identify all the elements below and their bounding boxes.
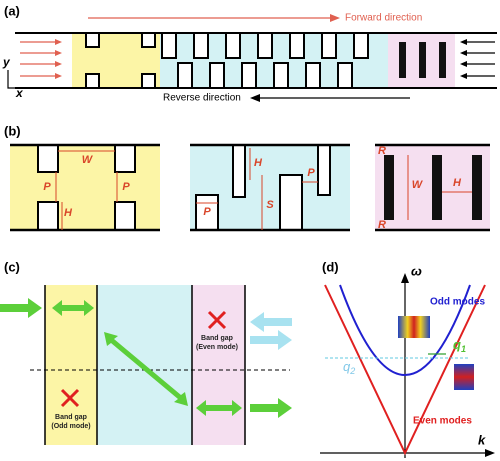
reverse-label: Reverse direction [163,93,241,104]
gap-label: Band gap [55,414,87,421]
green-arrows [0,298,292,418]
wall [177,62,193,89]
notch [114,201,136,231]
dim-label: R [378,145,386,157]
dim-label: H [254,157,263,169]
slot [279,174,303,231]
arrow-head [401,273,409,283]
wall [337,62,353,89]
wall [241,62,257,89]
slot [317,144,331,196]
input-arrows [20,39,495,79]
mode-field [398,316,430,338]
q-label: q1 [453,337,466,354]
dim-label: P [203,206,211,218]
panel-a: (a) Forward direction y x Reverse direct… [2,3,497,104]
notch [37,201,59,231]
wall [85,73,100,89]
panel-label: (c) [4,259,20,274]
bar [472,155,482,220]
dim-label: H [453,177,462,189]
axes-icon [7,70,20,89]
boundaries [44,285,246,445]
wall [273,62,289,89]
q-label: q2 [343,359,355,376]
dim-label: R [378,219,386,231]
dim-label: S [266,199,274,211]
q-symbol: q [453,337,461,352]
panel-label: (b) [4,123,21,138]
notch [114,144,136,173]
dim-label: H [64,207,73,219]
arrow-head [485,449,495,457]
arrow-head [55,73,62,79]
wall [225,32,241,59]
mode-field [454,364,474,390]
wall [193,32,209,59]
arrow-head [55,39,62,45]
wall [289,32,305,59]
slot [232,144,246,198]
bar [439,42,446,78]
curve-label: Odd modes [430,297,485,308]
axis-label: k [478,432,486,447]
wall [353,32,369,59]
axis-label: ω [411,263,422,278]
axis-x: x [15,86,24,100]
axis-y: y [2,55,11,69]
forward-label: Forward direction [345,13,422,24]
wall [321,32,337,59]
gap-label: Band gap [201,335,233,342]
wall [141,73,156,89]
notch [37,144,59,173]
dim-label: P [307,167,315,179]
curve-label: Even modes [413,416,472,427]
arrow-head [55,61,62,67]
q-index: 1 [461,344,466,354]
pink-region [192,285,245,445]
dim-label: W [412,179,424,191]
panel-label: (d) [322,259,339,274]
wall [85,32,100,48]
arrow-head [460,61,467,67]
gap-label: (Odd mode) [51,423,90,430]
wall [305,62,321,89]
bar [399,42,406,78]
wall [257,32,273,59]
dim-label: W [82,154,94,166]
arrow-head [460,39,467,45]
q-symbol: q [343,359,351,374]
arrow-head [55,50,62,56]
q-index: 2 [349,366,355,376]
blue-arrows [250,312,292,350]
panel-d: (d) ω k Odd modes Even modes q1 q2 [320,259,495,458]
panel-b: (b) W P H P H P S P R W H R [4,123,490,232]
panel-c: (c) Band gap (Even mode) Band gap (Odd m… [0,259,292,445]
arrow-head [250,94,260,102]
dim-label: P [43,181,51,193]
dim-label: P [122,181,130,193]
odd-curve [339,284,471,376]
bar [384,155,394,220]
bar [432,155,442,220]
panel-label: (a) [4,3,20,18]
wall [209,62,225,89]
wall [141,32,156,48]
wall [161,32,177,59]
arrow-head [460,73,467,79]
arrow-head [460,50,467,56]
bar [419,42,426,78]
even-curve [324,284,486,456]
cross [60,310,227,408]
arrow-head [330,14,340,22]
gap-label: (Even mode) [196,344,238,351]
